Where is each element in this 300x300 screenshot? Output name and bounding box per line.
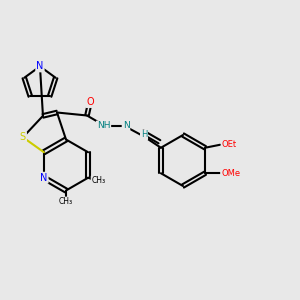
Text: O: O — [86, 97, 94, 107]
Text: N: N — [123, 122, 129, 130]
Text: H: H — [141, 130, 147, 140]
Text: OMe: OMe — [221, 169, 240, 178]
Text: CH₃: CH₃ — [92, 176, 106, 185]
Text: N: N — [36, 61, 43, 71]
Text: S: S — [20, 132, 26, 142]
Text: OEt: OEt — [221, 140, 237, 149]
Text: NH: NH — [97, 122, 110, 130]
Text: N: N — [40, 173, 48, 183]
Text: CH₃: CH₃ — [59, 197, 73, 206]
